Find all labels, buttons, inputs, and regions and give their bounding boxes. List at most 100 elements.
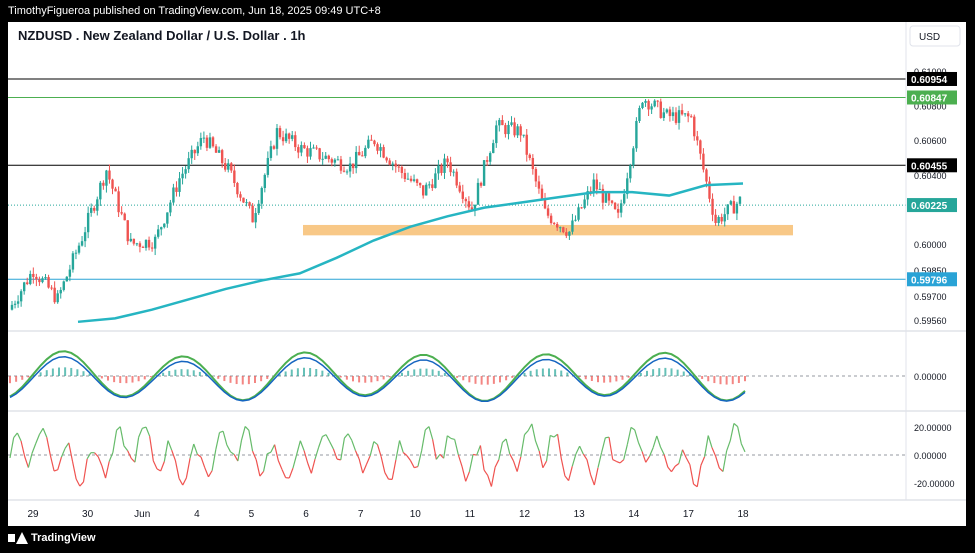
candle-body <box>367 139 370 148</box>
candle-body <box>96 199 99 211</box>
price-level-tag[interactable] <box>907 71 957 86</box>
candle-body <box>641 102 644 108</box>
candle-body <box>272 146 276 149</box>
oscillator-segment <box>450 437 455 441</box>
candle-body <box>659 101 662 118</box>
candle-body <box>418 182 422 186</box>
oscillator-segment <box>193 443 198 455</box>
oscillator-segment <box>281 469 287 478</box>
candle-body <box>150 247 154 249</box>
oscillator-segment <box>156 468 161 472</box>
candle-body <box>708 181 711 199</box>
oscillator-segment <box>538 450 544 468</box>
candle-body <box>315 147 318 149</box>
oscillator-segment <box>597 452 603 468</box>
oscillator-segment <box>204 467 210 478</box>
price-axis[interactable]: 0.610000.608000.606000.604000.600000.598… <box>907 67 957 489</box>
oscillator-segment <box>343 433 349 439</box>
oscillator-segment <box>104 461 110 479</box>
candle-body <box>260 188 263 204</box>
currency-button-label[interactable]: USD <box>919 32 940 43</box>
candle-body <box>126 220 129 242</box>
candle-body <box>86 212 90 233</box>
candle-body <box>592 179 595 192</box>
candle-body <box>647 100 650 110</box>
candle-body <box>476 182 480 205</box>
support-zone[interactable] <box>303 224 793 236</box>
price-level-tag[interactable] <box>907 90 957 105</box>
candle-body <box>434 173 437 188</box>
time-axis[interactable]: 29 30 Jun 4 5 6 7 10 11 12 13 14 17 18 <box>27 509 749 520</box>
price-level-tag[interactable] <box>907 158 957 173</box>
oscillator-pane-1[interactable] <box>8 350 906 402</box>
candle-body <box>373 140 376 145</box>
candle-body <box>263 174 267 189</box>
oscillator-segment <box>681 449 687 459</box>
oscillator-pane-2[interactable] <box>8 422 906 488</box>
time-tick-label: 14 <box>628 509 640 520</box>
oscillator-segment <box>185 458 191 478</box>
oscillator-segment <box>472 453 477 456</box>
price-level-tag[interactable] <box>907 198 957 213</box>
oscillator-segment <box>197 453 202 458</box>
candle-body <box>324 155 327 159</box>
candle-body <box>565 232 568 236</box>
candle-body <box>364 147 367 157</box>
oscillator-segment <box>178 478 184 486</box>
oscillator-segment <box>534 440 540 452</box>
symbol-title[interactable]: NZDUSD . New Zealand Dollar / U.S. Dolla… <box>18 28 306 43</box>
publisher-line: TimothyFigueroa published on TradingView… <box>8 5 381 17</box>
oscillator-segment <box>715 455 720 469</box>
oscillator-segment <box>226 444 232 453</box>
oscillator-segment <box>402 452 408 457</box>
oscillator-segment <box>428 426 434 440</box>
candle-body <box>297 147 300 153</box>
oscillator-segment <box>703 435 709 457</box>
candle-body <box>571 220 574 232</box>
candle-body <box>696 136 699 141</box>
oscillator-segment <box>347 433 353 441</box>
candle-body <box>607 193 611 201</box>
oscillator-segment <box>64 442 70 449</box>
price-pane[interactable] <box>8 78 906 324</box>
candle-body <box>522 134 525 136</box>
candle-body <box>318 148 321 160</box>
oscillator-segment <box>556 434 562 459</box>
oscillator-segment <box>82 458 88 483</box>
oscillator-segment <box>652 435 658 448</box>
candle-body <box>604 193 608 203</box>
candle-body <box>653 100 656 107</box>
candle-body <box>626 178 629 195</box>
price-level-tag[interactable] <box>907 272 957 287</box>
moving-average-line[interactable] <box>77 182 744 324</box>
oscillator-segment <box>446 435 452 439</box>
candle-body <box>196 146 199 154</box>
oscillator-segment <box>410 460 415 468</box>
candle-body <box>394 163 397 167</box>
currency-button[interactable] <box>909 25 961 47</box>
oscillator-segment <box>483 469 489 476</box>
candle-body <box>44 277 47 279</box>
oscillator-segment <box>575 445 581 455</box>
oscillator-segment <box>722 450 728 472</box>
candle-body <box>312 147 315 149</box>
candle-body <box>16 301 20 304</box>
oscillator-segment <box>274 444 279 461</box>
oscillator-segment <box>608 437 614 460</box>
oscillator-segment <box>656 435 662 448</box>
candle-body <box>577 207 580 220</box>
oscillator-segment <box>634 429 640 443</box>
candle-body <box>220 150 224 164</box>
oscillator-segment <box>71 461 77 480</box>
candle-body <box>56 293 59 303</box>
oscillator-segment <box>101 465 107 479</box>
osc2-tick-label: 20.00000 <box>914 423 952 433</box>
oscillator-segment <box>435 453 441 460</box>
candle-body <box>516 126 519 136</box>
candle-body <box>485 160 489 162</box>
time-tick-label: 4 <box>194 509 200 520</box>
price-tick-label: 0.60000 <box>914 240 947 250</box>
tradingview-logo[interactable]: TradingView <box>8 532 96 544</box>
